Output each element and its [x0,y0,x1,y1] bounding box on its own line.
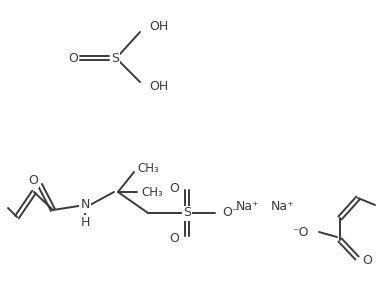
Text: OH: OH [149,81,168,93]
Text: H: H [80,215,90,229]
Text: O: O [169,231,179,244]
Text: ⁻O: ⁻O [292,226,309,239]
Text: O⁻: O⁻ [222,207,239,219]
Text: S: S [111,52,119,64]
Text: OH: OH [149,21,168,33]
Text: N: N [80,198,90,212]
Text: O: O [362,253,372,267]
Text: O: O [169,181,179,195]
Text: CH₃: CH₃ [141,185,163,198]
Text: O: O [28,173,38,187]
Text: Na⁺: Na⁺ [271,200,295,214]
Text: CH₃: CH₃ [137,163,159,176]
Text: S: S [183,207,191,219]
Text: O: O [68,52,78,64]
Text: Na⁺: Na⁺ [236,200,260,214]
